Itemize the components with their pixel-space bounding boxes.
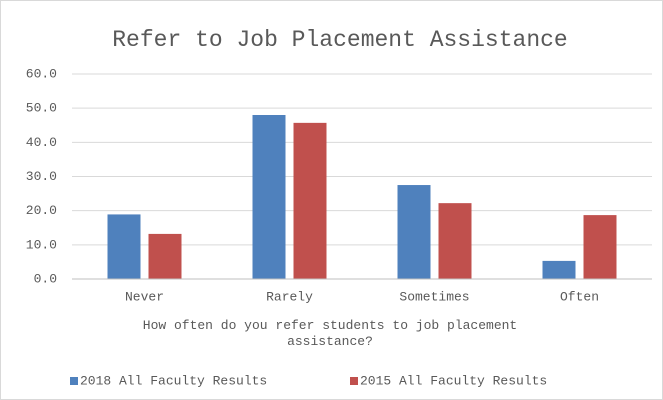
x-tick-label: Sometimes [399,289,469,304]
bar [148,233,182,279]
x-axis-title: How often do you refer students to job p… [142,318,518,349]
chart-title: Refer to Job Placement Assistance [112,27,567,53]
bar [583,215,617,279]
x-tick-label: Rarely [266,289,313,304]
legend-swatch [350,377,358,385]
x-tick-label: Never [125,289,164,304]
y-tick-label: 30.0 [26,169,57,184]
y-tick-label: 0.0 [34,271,57,286]
legend-label: 2015 All Faculty Results [360,373,547,388]
bar [438,203,472,279]
x-tick-label: Often [560,289,599,304]
bar [397,185,431,279]
y-tick-label: 10.0 [26,237,57,252]
y-tick-label: 50.0 [26,101,57,116]
legend-swatch [70,377,78,385]
bar [252,115,286,279]
bar [542,260,576,279]
legend-label: 2018 All Faculty Results [80,373,267,388]
bar [293,122,327,279]
y-tick-label: 60.0 [26,66,57,81]
y-tick-label: 40.0 [26,135,57,150]
y-tick-label: 20.0 [26,203,57,218]
bar [107,214,141,279]
